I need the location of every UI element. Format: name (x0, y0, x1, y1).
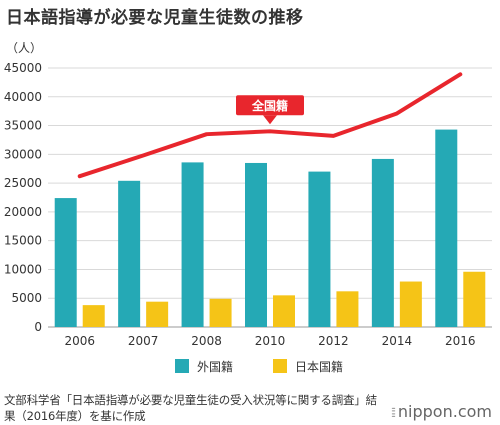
y-axis-unit-label: （人） (6, 41, 42, 55)
x-tick-label: 2016 (445, 334, 476, 348)
bar-japanese-2012 (336, 291, 359, 327)
x-tick-label: 2010 (255, 334, 286, 348)
bar-foreign-2016 (435, 129, 458, 327)
x-tick-label: 2007 (128, 334, 159, 348)
bar-foreign-2012 (308, 171, 331, 327)
y-tick-label: 20000 (4, 205, 42, 219)
chart-title: 日本語指導が必要な児童生徒数の推移 (6, 8, 304, 28)
line-label-pointer (263, 115, 277, 125)
bar-japanese-2014 (399, 281, 422, 327)
bar-foreign-2006 (54, 198, 77, 327)
line-point-2014 (395, 111, 399, 115)
y-tick-label: 10000 (4, 262, 42, 276)
line-label-text: 全国籍 (251, 98, 288, 113)
x-tick-label: 2008 (191, 334, 222, 348)
bar-foreign-2010 (245, 162, 267, 327)
bar-japanese-2010 (273, 295, 295, 327)
bar-japanese-2008 (209, 298, 232, 327)
line-point-2016 (458, 72, 462, 76)
line-label-box (236, 95, 304, 116)
line-point-2012 (331, 134, 335, 138)
source-note: 文部科学省「日本語指導が必要な児童生徒の受入状況等に関する調査」結果（2016年… (4, 393, 377, 423)
legend-label: 外国籍 (197, 359, 233, 374)
x-tick-label: 2012 (318, 334, 349, 348)
y-tick-label: 25000 (4, 176, 42, 190)
bar-foreign-2014 (371, 158, 394, 327)
bar-japanese-2007 (146, 301, 169, 327)
y-tick-label: 40000 (4, 90, 42, 104)
y-tick-label: 5000 (11, 291, 42, 305)
bar-foreign-2008 (181, 162, 204, 327)
legend-swatch-japanese (273, 359, 287, 373)
line-point-2008 (205, 132, 209, 136)
legend-label: 日本国籍 (295, 359, 343, 374)
brand-logo: ⦙⦙⦙ nippon.com (391, 402, 492, 421)
bar-japanese-2006 (82, 305, 105, 327)
bar-foreign-2007 (118, 180, 141, 327)
bar-japanese-2016 (463, 271, 486, 327)
line-point-2007 (141, 153, 145, 157)
y-tick-label: 30000 (4, 147, 42, 161)
legend-swatch-foreign (175, 359, 189, 373)
line-point-2006 (78, 174, 82, 178)
line-point-2010 (268, 129, 272, 133)
x-tick-label: 2014 (382, 334, 413, 348)
y-tick-label: 45000 (4, 61, 42, 75)
y-tick-label: 15000 (4, 234, 42, 248)
brand-mark-icon: ⦙⦙⦙ (391, 406, 396, 421)
brand-name: nippon.com (397, 402, 492, 421)
y-tick-label: 0 (34, 320, 42, 334)
x-tick-label: 2006 (64, 334, 95, 348)
y-tick-label: 35000 (4, 119, 42, 133)
